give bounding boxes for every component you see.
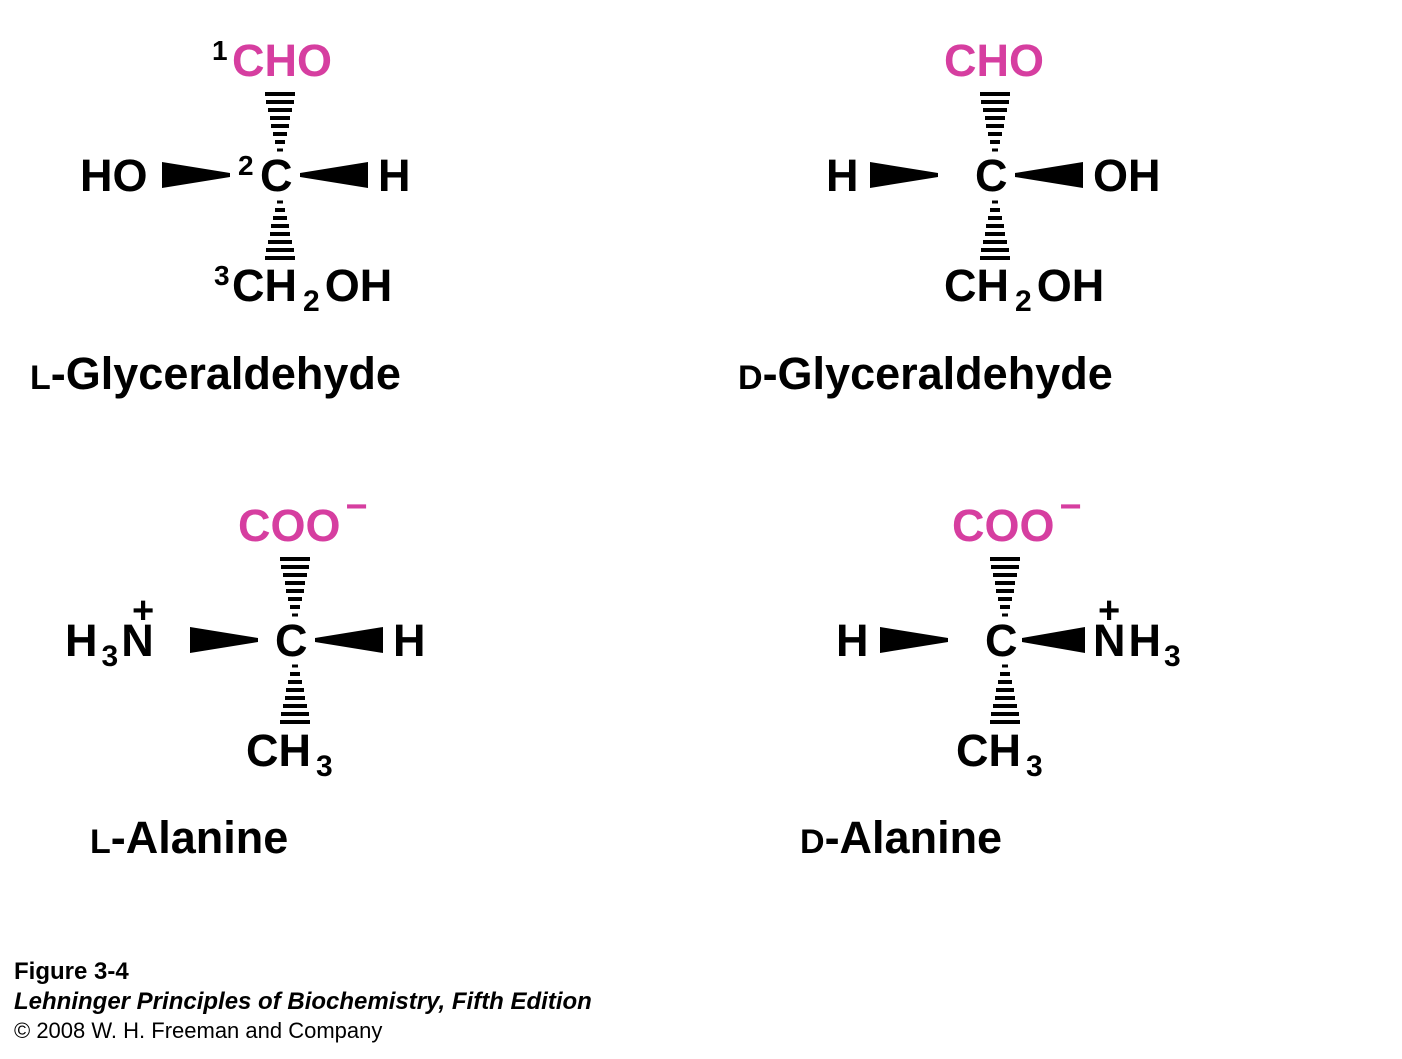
- la-bond-down: [275, 662, 315, 726]
- lg-bond-down: [260, 198, 300, 262]
- lg-right: H: [378, 150, 411, 202]
- dg-bond-down: [975, 198, 1015, 262]
- la-bond-left: [190, 625, 258, 655]
- caption-copyright: © 2008 W. H. Freeman and Company: [14, 1018, 382, 1044]
- dg-bottom: CH2OH: [944, 260, 1104, 319]
- caption-book: Lehninger Principles of Biochemistry, Fi…: [14, 988, 592, 1016]
- da-name: D-Alanine: [800, 812, 1002, 864]
- la-left-charge: +: [132, 590, 154, 633]
- la-center: C: [275, 615, 308, 667]
- dg-bond-left: [870, 160, 938, 190]
- la-bond-right: [315, 625, 383, 655]
- dg-bond-right: [1015, 160, 1083, 190]
- lg-top: CHO: [232, 35, 332, 87]
- lg-bond-left: [162, 160, 230, 190]
- lg-center-sup: 2: [238, 150, 254, 202]
- dg-name: D-Glyceraldehyde: [738, 348, 1113, 400]
- dg-top: CHO: [944, 35, 1044, 87]
- la-right: H: [393, 615, 426, 667]
- la-name: L-Alanine: [90, 812, 288, 864]
- dg-bond-up: [975, 90, 1015, 154]
- lg-bottom: CH2OH: [232, 260, 392, 319]
- la-bottom: CH3: [246, 725, 333, 784]
- lg-bond-right: [300, 160, 368, 190]
- da-top: COO−: [952, 500, 1077, 552]
- la-bond-up: [275, 555, 315, 619]
- la-top: COO−: [238, 500, 363, 552]
- lg-name: L-Glyceraldehyde: [30, 348, 401, 400]
- da-bond-right: [1022, 625, 1085, 655]
- da-bond-left: [880, 625, 948, 655]
- da-right-charge: +: [1098, 590, 1120, 633]
- dg-center: C: [975, 150, 1008, 202]
- da-center: C: [985, 615, 1018, 667]
- figure-canvas: 1 CHO 2 C HO H: [0, 0, 1402, 1059]
- da-bottom: CH3: [956, 725, 1043, 784]
- lg-top-sup: 1: [212, 35, 228, 87]
- lg-center: C: [260, 150, 293, 202]
- lg-left: HO: [80, 150, 148, 202]
- dg-left: H: [826, 150, 859, 202]
- lg-bond-up: [260, 90, 300, 154]
- dg-right: OH: [1093, 150, 1161, 202]
- da-bond-up: [985, 555, 1025, 619]
- da-bond-down: [985, 662, 1025, 726]
- caption-figure: Figure 3-4: [14, 958, 129, 986]
- da-left: H: [836, 615, 869, 667]
- lg-bottom-sup: 3: [214, 260, 230, 312]
